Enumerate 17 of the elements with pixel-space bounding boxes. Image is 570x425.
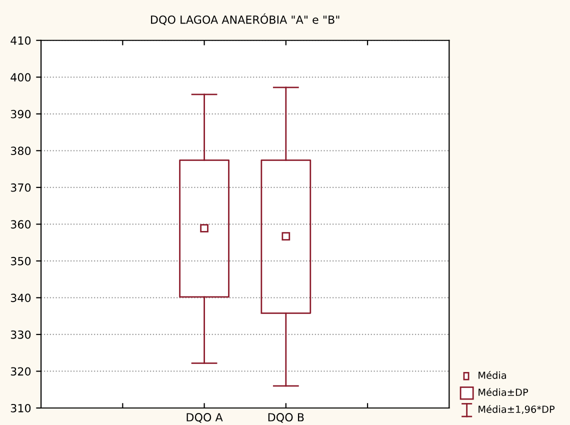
y-tick-label: 350 [10, 256, 31, 266]
y-tick-label: 390 [10, 110, 31, 118]
y-tick-label: 330 [10, 330, 31, 339]
x-tick-label: DQO A [186, 413, 223, 423]
y-tick-label: 320 [10, 367, 31, 376]
y-tick-label: 380 [10, 146, 31, 156]
y-tick-label: 370 [10, 183, 31, 192]
text: Média [478, 371, 506, 379]
text: Média±DP [478, 388, 528, 396]
x-tick-label: DQO B [268, 413, 304, 423]
y-tick-label: 310 [10, 404, 31, 412]
text: Média±1,96*DP [478, 405, 555, 414]
y-tick-label: 400 [10, 73, 31, 82]
y-tick-label: 340 [10, 294, 31, 302]
y-tick-label: 360 [10, 220, 31, 229]
chart-title: DQO LAGOA ANAERÓBIA "A" e "B" [151, 13, 340, 26]
y-tick-label: 410 [10, 36, 31, 45]
